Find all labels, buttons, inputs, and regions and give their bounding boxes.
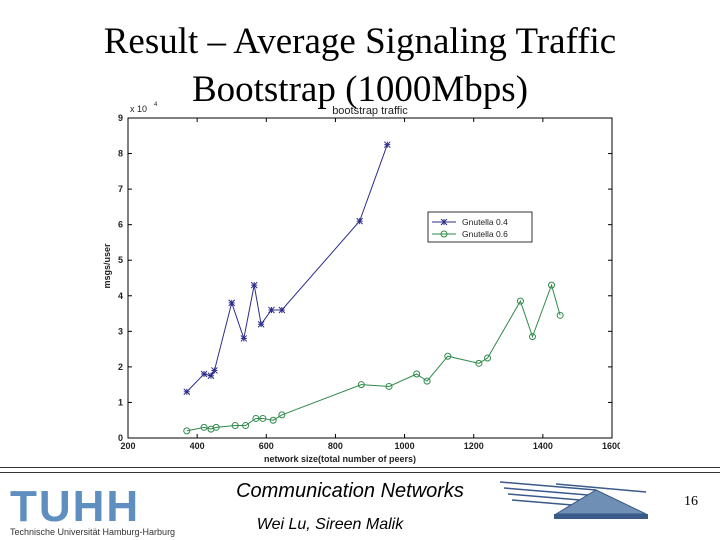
legend-marker-circle <box>440 230 448 238</box>
y-tick-label: 2 <box>118 362 123 372</box>
x-tick-label: 1400 <box>533 441 553 451</box>
x-tick-label: 200 <box>120 441 135 451</box>
y-tick-label: 4 <box>118 291 123 301</box>
star-stroke <box>257 320 265 328</box>
data-point-circle <box>357 381 365 389</box>
data-point-circle <box>548 281 555 289</box>
y-axis-label: msgs/user <box>102 243 112 289</box>
course-name: Communication Networks <box>236 480 464 502</box>
slide-title: Result – Average Signaling Traffic Boots… <box>0 18 720 114</box>
star-stroke <box>183 388 191 396</box>
star-stroke <box>356 217 363 225</box>
data-point-star <box>250 281 258 289</box>
tuhh-logo-text: TUHH <box>10 482 141 531</box>
data-point-star <box>356 217 363 225</box>
tuhh-logo-subtext: Technische Universität Hamburg-Harburg <box>10 527 176 537</box>
data-point-star <box>278 306 286 314</box>
x-tick-label: 400 <box>190 441 205 451</box>
y-tick-label: 1 <box>118 397 123 407</box>
y-multiplier-label: x 10 <box>130 104 147 114</box>
star-stroke <box>207 372 215 380</box>
legend-marker-star <box>440 218 448 226</box>
star-stroke <box>440 218 448 226</box>
tuhh-logo: TUHH Technische Universität Hamburg-Harb… <box>10 482 176 538</box>
plot-frame <box>127 117 613 439</box>
data-point-circle <box>413 370 421 378</box>
data-point-circle <box>423 377 431 385</box>
star-stroke <box>228 299 236 307</box>
y-tick-label: 6 <box>118 220 123 230</box>
data-point-circle <box>516 297 524 305</box>
chart-title: bootstrap traffic <box>332 105 408 117</box>
page-number: 16 <box>684 494 698 509</box>
data-point-circle <box>242 422 250 430</box>
data-point-star <box>207 372 215 380</box>
y-tick-label: 0 <box>118 433 123 443</box>
data-point-circle <box>200 423 208 431</box>
legend-label: Gnutella 0.4 <box>462 217 508 227</box>
data-point-circle <box>475 359 483 367</box>
data-point-star <box>200 370 208 378</box>
data-point-circle <box>528 333 536 341</box>
data-point-circle <box>484 354 492 362</box>
y-tick-label: 8 <box>118 149 123 159</box>
data-point-star <box>257 320 265 328</box>
x-tick-label: 1000 <box>395 441 415 451</box>
data-point-circle <box>556 311 564 319</box>
x-axis-label: network size(total number of peers) <box>264 454 416 464</box>
y-tick-label: 5 <box>118 255 123 265</box>
star-stroke <box>211 367 218 374</box>
authors: Wei Lu, Sireen Malik <box>256 516 404 533</box>
data-point-star <box>211 367 218 374</box>
data-point-circle <box>212 423 220 431</box>
data-point-circle <box>278 411 286 419</box>
slide-title-line2: Bootstrap (1000Mbps) <box>191 69 529 110</box>
data-point-circle <box>259 414 267 422</box>
footer-rule-bottom <box>0 472 720 473</box>
data-point-circle <box>269 416 277 424</box>
y-tick-label: 7 <box>118 184 123 194</box>
y-multiplier-exponent: 4 <box>154 102 158 108</box>
x-tick-label: 1600 <box>602 441 620 451</box>
y-tick-label: 9 <box>118 113 123 123</box>
star-stroke <box>278 306 286 314</box>
data-point-star <box>183 388 191 396</box>
x-tick-label: 1200 <box>464 441 484 451</box>
footer-rule-top <box>0 467 720 468</box>
star-stroke <box>200 370 208 378</box>
x-tick-label: 600 <box>259 441 274 451</box>
legend-label: Gnutella 0.6 <box>462 229 508 239</box>
star-stroke <box>383 141 391 149</box>
series-line-2 <box>186 283 561 432</box>
star-stroke <box>268 306 275 314</box>
star-stroke <box>240 335 248 342</box>
slide-title-line1: Result – Average Signaling Traffic <box>103 21 617 62</box>
data-point-circle <box>183 427 191 435</box>
y-tick-label: 3 <box>118 326 123 336</box>
data-point-star <box>228 299 236 307</box>
data-point-star <box>240 335 248 342</box>
data-point-star <box>383 141 391 149</box>
decorative-pyramid-graphic <box>499 481 648 519</box>
data-point-circle <box>385 382 393 390</box>
data-point-circle <box>231 422 239 430</box>
star-stroke <box>250 281 258 289</box>
data-point-star <box>268 306 275 314</box>
data-point-circle <box>252 414 260 422</box>
data-point-circle <box>444 352 452 360</box>
x-tick-label: 800 <box>328 441 343 451</box>
